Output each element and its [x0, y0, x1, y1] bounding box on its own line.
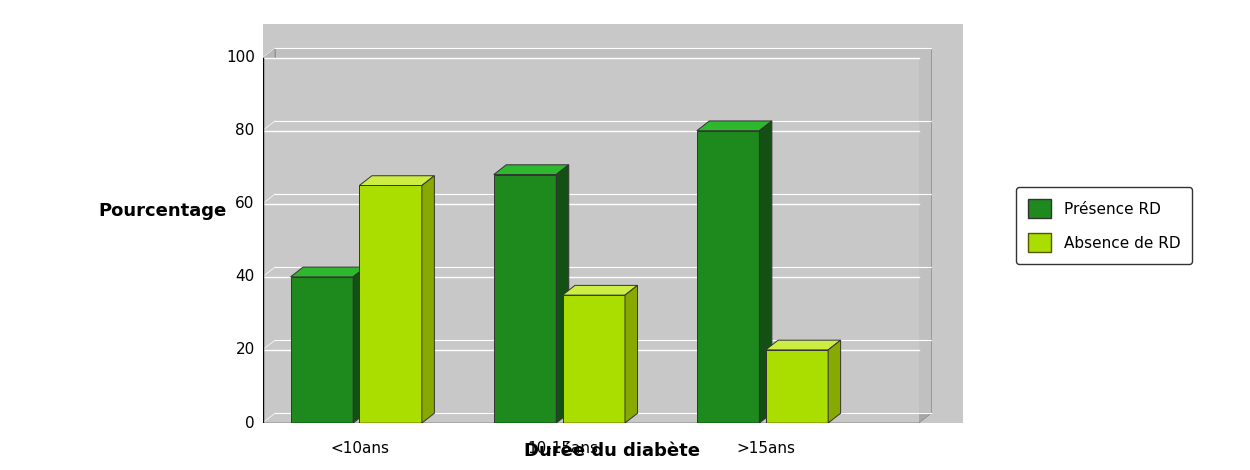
- Polygon shape: [765, 340, 840, 350]
- Polygon shape: [556, 165, 569, 423]
- Text: 10-15ans: 10-15ans: [528, 441, 598, 456]
- Polygon shape: [562, 295, 625, 423]
- Text: >15ans: >15ans: [736, 441, 795, 456]
- Polygon shape: [290, 277, 354, 423]
- Polygon shape: [360, 176, 435, 186]
- Polygon shape: [494, 165, 569, 174]
- Polygon shape: [360, 186, 423, 423]
- Polygon shape: [262, 413, 931, 423]
- Polygon shape: [290, 267, 366, 277]
- Polygon shape: [354, 267, 366, 423]
- Text: 60: 60: [235, 196, 255, 211]
- Polygon shape: [698, 131, 760, 423]
- Legend: Présence RD, Absence de RD: Présence RD, Absence de RD: [1016, 187, 1192, 264]
- Polygon shape: [562, 285, 638, 295]
- Text: 0: 0: [245, 415, 255, 431]
- Polygon shape: [698, 121, 772, 131]
- Polygon shape: [625, 285, 638, 423]
- Text: Durée du diabète: Durée du diabète: [525, 442, 700, 460]
- Text: 20: 20: [235, 343, 255, 357]
- Polygon shape: [828, 340, 840, 423]
- Polygon shape: [494, 174, 556, 423]
- Text: 40: 40: [235, 269, 255, 284]
- Text: <10ans: <10ans: [330, 441, 389, 456]
- Text: Pourcentage: Pourcentage: [99, 203, 226, 220]
- Polygon shape: [275, 48, 931, 413]
- Polygon shape: [760, 121, 772, 423]
- Text: 100: 100: [226, 50, 255, 65]
- Polygon shape: [765, 350, 828, 423]
- Polygon shape: [422, 176, 435, 423]
- Polygon shape: [262, 48, 275, 423]
- Text: 80: 80: [235, 123, 255, 138]
